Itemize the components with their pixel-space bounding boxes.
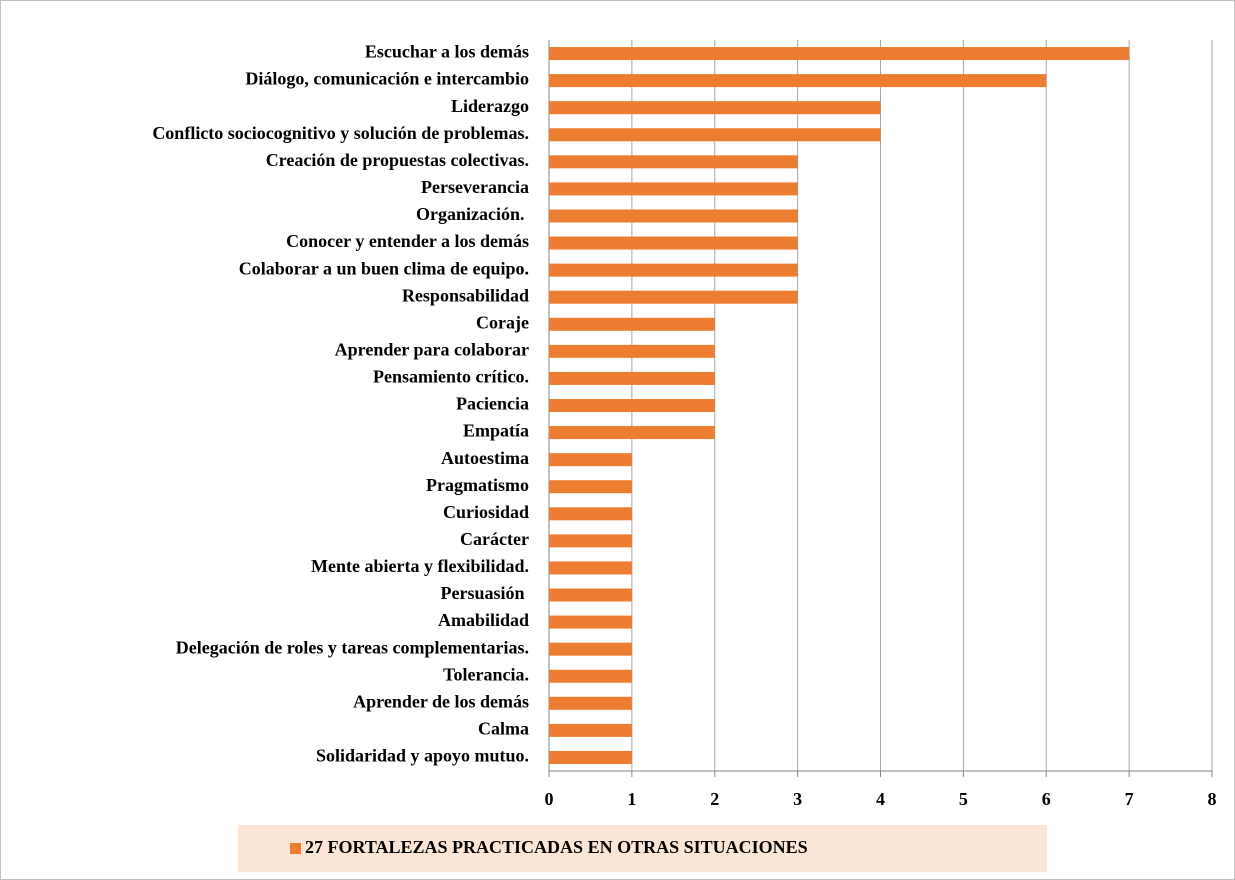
bar	[549, 615, 632, 629]
x-tick-label: 5	[959, 789, 968, 809]
bar	[549, 290, 798, 304]
bar	[549, 371, 715, 385]
y-tick-label: Carácter	[460, 529, 529, 549]
bar	[549, 344, 715, 358]
y-tick-label: Autoestima	[441, 448, 529, 468]
bar	[549, 399, 715, 412]
y-tick-label: Delegación de roles y tareas complementa…	[176, 637, 529, 657]
y-tick-label: Creación de propuestas colectivas.	[266, 150, 529, 170]
y-tick-label: Responsabilidad	[402, 285, 529, 305]
y-tick-label: Escuchar a los demás	[365, 42, 529, 62]
bar	[549, 74, 1047, 88]
y-tick-label: Solidaridad y apoyo mutuo.	[316, 746, 529, 766]
x-tick-label: 0	[545, 789, 554, 809]
bar	[549, 317, 715, 331]
x-tick-label: 4	[876, 789, 885, 809]
y-tick-label: Colaborar a un buen clima de equipo.	[239, 258, 529, 278]
bar	[549, 47, 1130, 61]
y-tick-label: Organización.	[416, 204, 529, 224]
bar	[549, 507, 632, 521]
x-tick-label: 3	[793, 789, 802, 809]
bar	[549, 426, 715, 440]
y-tick-label: Pensamiento crítico.	[373, 367, 529, 387]
y-tick-label: Pragmatismo	[426, 475, 529, 495]
y-tick-label: Persuasión	[440, 583, 529, 603]
y-tick-label: Tolerancia.	[443, 664, 529, 684]
y-tick-label: Mente abierta y flexibilidad.	[311, 556, 529, 576]
bar	[549, 750, 632, 764]
y-tick-label: Perseverancia	[421, 177, 529, 197]
y-tick-label: Aprender para colaborar	[335, 339, 529, 359]
bar	[549, 155, 798, 169]
y-tick-label: Paciencia	[456, 394, 529, 414]
legend-box	[238, 825, 1047, 872]
bar	[549, 128, 881, 142]
y-tick-label: Conflicto sociocognitivo y solución de p…	[152, 123, 529, 143]
bar	[549, 236, 798, 250]
y-tick-label: Aprender de los demás	[353, 691, 529, 711]
bar	[549, 101, 881, 115]
y-tick-label: Liderazgo	[451, 96, 529, 116]
bar	[549, 588, 632, 602]
bar	[549, 480, 632, 494]
bar	[549, 723, 632, 737]
y-tick-label: Coraje	[476, 312, 529, 332]
bar	[549, 453, 632, 467]
x-tick-label: 1	[627, 789, 636, 809]
bar	[549, 263, 798, 277]
legend-marker	[290, 843, 301, 854]
y-tick-label: Calma	[478, 719, 529, 739]
y-tick-label: Amabilidad	[438, 610, 529, 630]
x-tick-label: 6	[1042, 789, 1051, 809]
y-tick-label: Conocer y entender a los demás	[286, 231, 529, 251]
bar	[549, 669, 632, 683]
bar	[549, 182, 798, 196]
bar	[549, 534, 632, 548]
x-tick-label: 8	[1208, 789, 1217, 809]
y-tick-label: Diálogo, comunicación e intercambio	[245, 69, 529, 89]
x-tick-label: 2	[710, 789, 719, 809]
y-tick-label: Curiosidad	[443, 502, 529, 522]
bar	[549, 209, 798, 223]
bar	[549, 561, 632, 575]
x-tick-label: 7	[1125, 789, 1134, 809]
bar	[549, 642, 632, 656]
bar	[549, 696, 632, 710]
legend-label: 27 FORTALEZAS PRACTICADAS EN OTRAS SITUA…	[305, 837, 808, 857]
y-tick-label: Empatía	[463, 421, 529, 441]
